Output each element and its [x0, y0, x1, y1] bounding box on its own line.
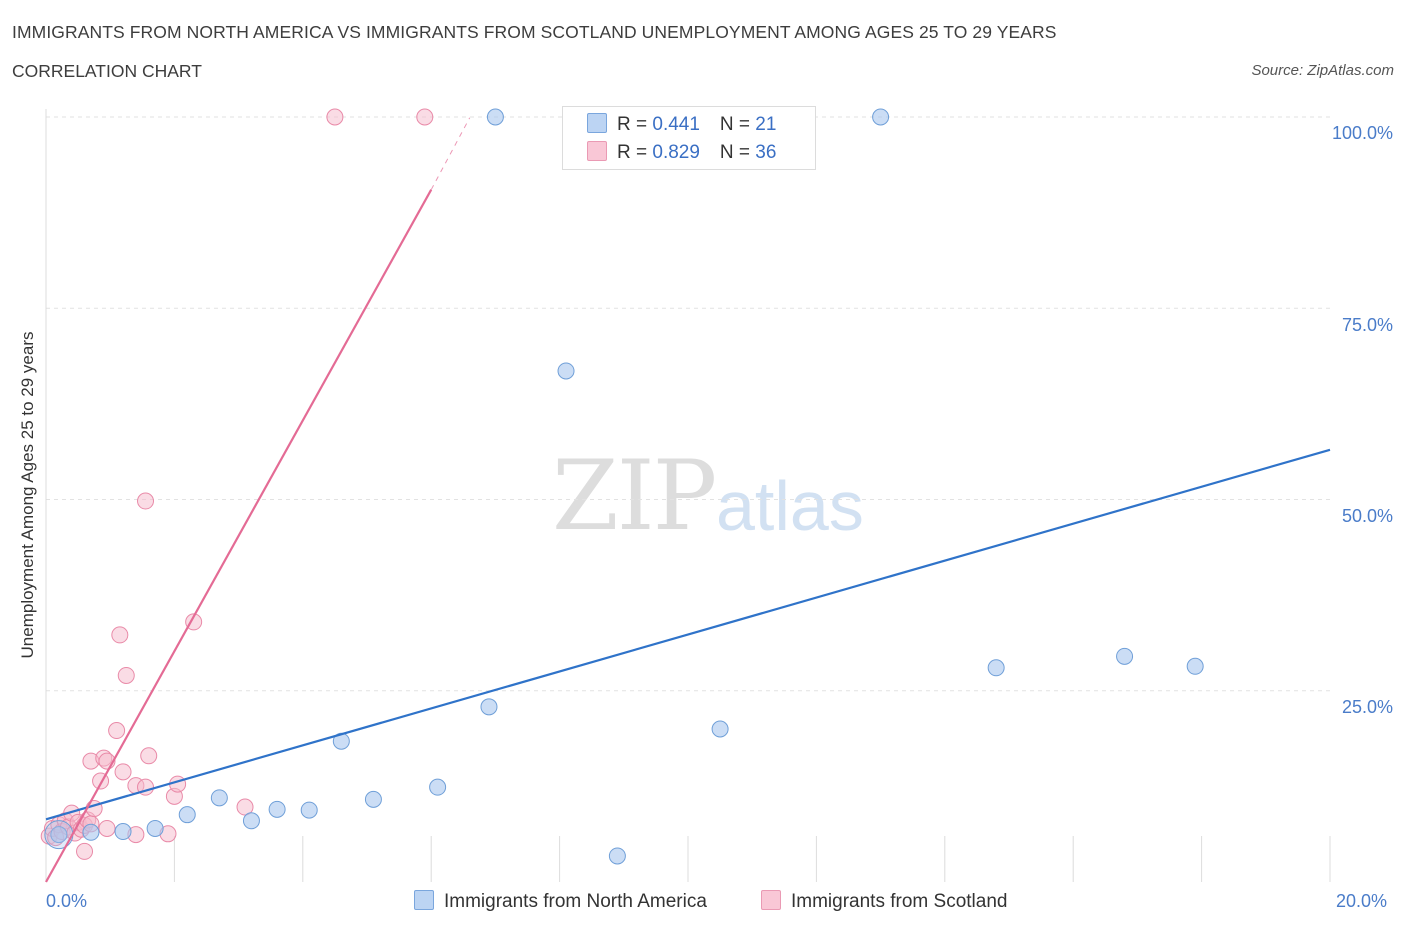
legend-n-label: N =: [719, 142, 756, 163]
legend-n-label: N =: [719, 114, 756, 135]
north-america-point: [872, 108, 890, 126]
scotland-point: [137, 492, 155, 510]
north-america-point: [300, 801, 318, 819]
north-america-point: [146, 819, 164, 837]
x-tick-label-min: 0.0%: [46, 891, 88, 911]
y-tick-label-100: 100.0%: [1331, 123, 1393, 143]
scotland-point: [416, 108, 434, 126]
scotland-trend-line: [45, 189, 433, 883]
legend-swatch-pink: [587, 141, 607, 161]
y-tick-label-50: 50.0%: [1341, 506, 1393, 526]
legend-r-value-scotland: 0.829: [652, 142, 700, 163]
scotland-point: [108, 722, 126, 740]
bottom-legend-label-scotland: Immigrants from Scotland: [791, 891, 1008, 912]
watermark-zip: ZIP: [552, 440, 717, 552]
north-america-point: [268, 800, 286, 818]
bottom-legend-swatch-blue: [414, 890, 434, 910]
north-america-cluster-point: [44, 820, 74, 850]
bottom-legend-scotland: Immigrants from Scotland: [761, 890, 1007, 913]
chart-title: IMMIGRANTS FROM NORTH AMERICA VS IMMIGRA…: [12, 22, 1057, 42]
scotland-point: [114, 763, 132, 781]
north-america-point: [364, 790, 382, 808]
scotland-point: [326, 108, 344, 126]
north-america-point: [711, 720, 729, 738]
north-america-point: [210, 789, 228, 807]
north-america-point: [987, 659, 1005, 677]
legend-r-label: R =: [617, 114, 653, 135]
scotland-point: [140, 747, 158, 765]
north-america-point: [486, 108, 504, 126]
source-note: Source: ZipAtlas.com: [1251, 62, 1394, 79]
y-tick-label-25: 25.0%: [1341, 697, 1393, 717]
y-axis-label-wrap: Unemployment Among Ages 25 to 29 years: [16, 300, 40, 690]
north-america-point: [242, 812, 260, 830]
legend-r-value-north-america: 0.441: [652, 114, 700, 135]
legend-swatch-blue: [587, 113, 607, 133]
legend-n-value-scotland: 36: [755, 142, 777, 163]
scotland-point: [111, 626, 129, 644]
north-america-point: [178, 806, 196, 824]
scotland-point: [117, 666, 135, 684]
correlation-legend: R = 0.441 N = 21 R = 0.829 N = 36: [562, 106, 816, 170]
north-america-point: [82, 823, 100, 841]
north-america-trend-line: [45, 448, 1331, 821]
bottom-legend-swatch-pink: [761, 890, 781, 910]
north-america-point: [608, 847, 626, 865]
chart-subtitle: CORRELATION CHART: [12, 61, 202, 81]
legend-r-label: R =: [617, 142, 653, 163]
north-america-point: [480, 698, 498, 716]
north-america-point: [1186, 657, 1204, 675]
y-axis-label: Unemployment Among Ages 25 to 29 years: [18, 331, 37, 659]
bottom-legend-label-north-america: Immigrants from North America: [444, 891, 707, 912]
north-america-point: [1116, 647, 1134, 665]
north-america-point: [429, 778, 447, 796]
north-america-point: [114, 823, 132, 841]
y-tick-label-75: 75.0%: [1341, 315, 1393, 335]
legend-row-scotland: R = 0.829 N = 36: [587, 141, 776, 165]
x-tick-label-max: 20.0%: [1336, 891, 1388, 911]
scotland-point: [98, 819, 116, 837]
watermark-atlas: atlas: [716, 467, 864, 545]
scotland-trend-line-extension: [430, 117, 471, 190]
north-america-point: [557, 362, 575, 380]
scotland-point: [76, 842, 94, 860]
bottom-legend-north-america: Immigrants from North America: [414, 890, 707, 913]
legend-n-value-north-america: 21: [755, 114, 777, 135]
north-america-point: [50, 826, 68, 844]
scotland-point: [236, 798, 254, 816]
legend-row-north-america: R = 0.441 N = 21: [587, 113, 776, 137]
